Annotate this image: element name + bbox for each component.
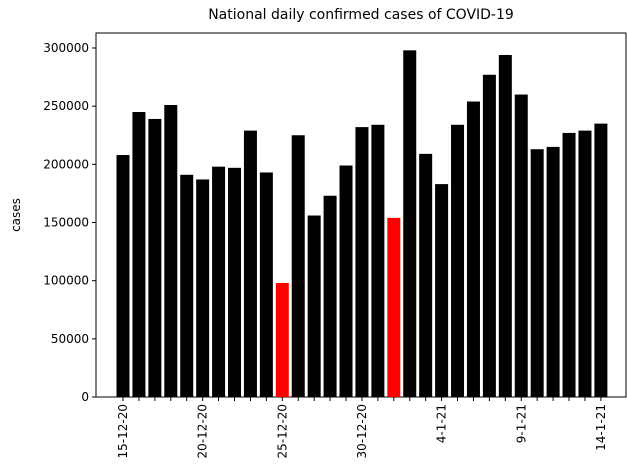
- y-tick-label: 250000: [43, 99, 89, 113]
- x-tick-label: 15-12-20: [116, 404, 130, 458]
- bar: [339, 165, 353, 397]
- bar: [578, 130, 592, 397]
- x-tick-label: 14-1-21: [594, 404, 608, 451]
- bar: [228, 167, 242, 397]
- bar: [132, 111, 146, 397]
- bar: [451, 124, 465, 398]
- bar: [594, 123, 608, 398]
- bar: [530, 149, 544, 397]
- y-tick-label: 100000: [43, 274, 89, 288]
- bar: [403, 50, 417, 397]
- bar: [355, 127, 369, 398]
- bar: [387, 217, 401, 397]
- bar: [419, 153, 433, 397]
- bar: [275, 282, 289, 397]
- bar: [482, 74, 496, 397]
- bar: [180, 174, 194, 397]
- bar: [243, 130, 257, 397]
- bar: [212, 166, 226, 397]
- bar: [307, 215, 321, 397]
- chart-title: National daily confirmed cases of COVID-…: [208, 7, 514, 23]
- x-tick-label: 25-12-20: [275, 404, 289, 458]
- y-tick-label: 300000: [43, 41, 89, 55]
- y-tick-label: 50000: [51, 332, 89, 346]
- y-tick-label: 150000: [43, 216, 89, 230]
- bar: [291, 135, 305, 397]
- x-tick-label: 4-1-21: [435, 404, 449, 443]
- bar: [259, 172, 273, 397]
- bar: [562, 132, 576, 397]
- bar: [466, 101, 480, 397]
- x-tick-label: 9-1-21: [514, 404, 528, 443]
- x-tick-label: 20-12-20: [196, 404, 210, 458]
- y-tick-label: 200000: [43, 157, 89, 171]
- bar: [546, 146, 560, 397]
- y-axis-label: cases: [9, 198, 23, 232]
- bar: [498, 54, 512, 398]
- bar: [435, 184, 449, 397]
- y-tick-label: 0: [81, 390, 89, 404]
- bar: [514, 94, 528, 397]
- bar: [196, 179, 210, 397]
- bar: [148, 118, 162, 397]
- bar: [371, 124, 385, 398]
- bar: [164, 105, 178, 398]
- x-tick-label: 30-12-20: [355, 404, 369, 458]
- bar: [116, 155, 130, 397]
- bar: [323, 195, 337, 397]
